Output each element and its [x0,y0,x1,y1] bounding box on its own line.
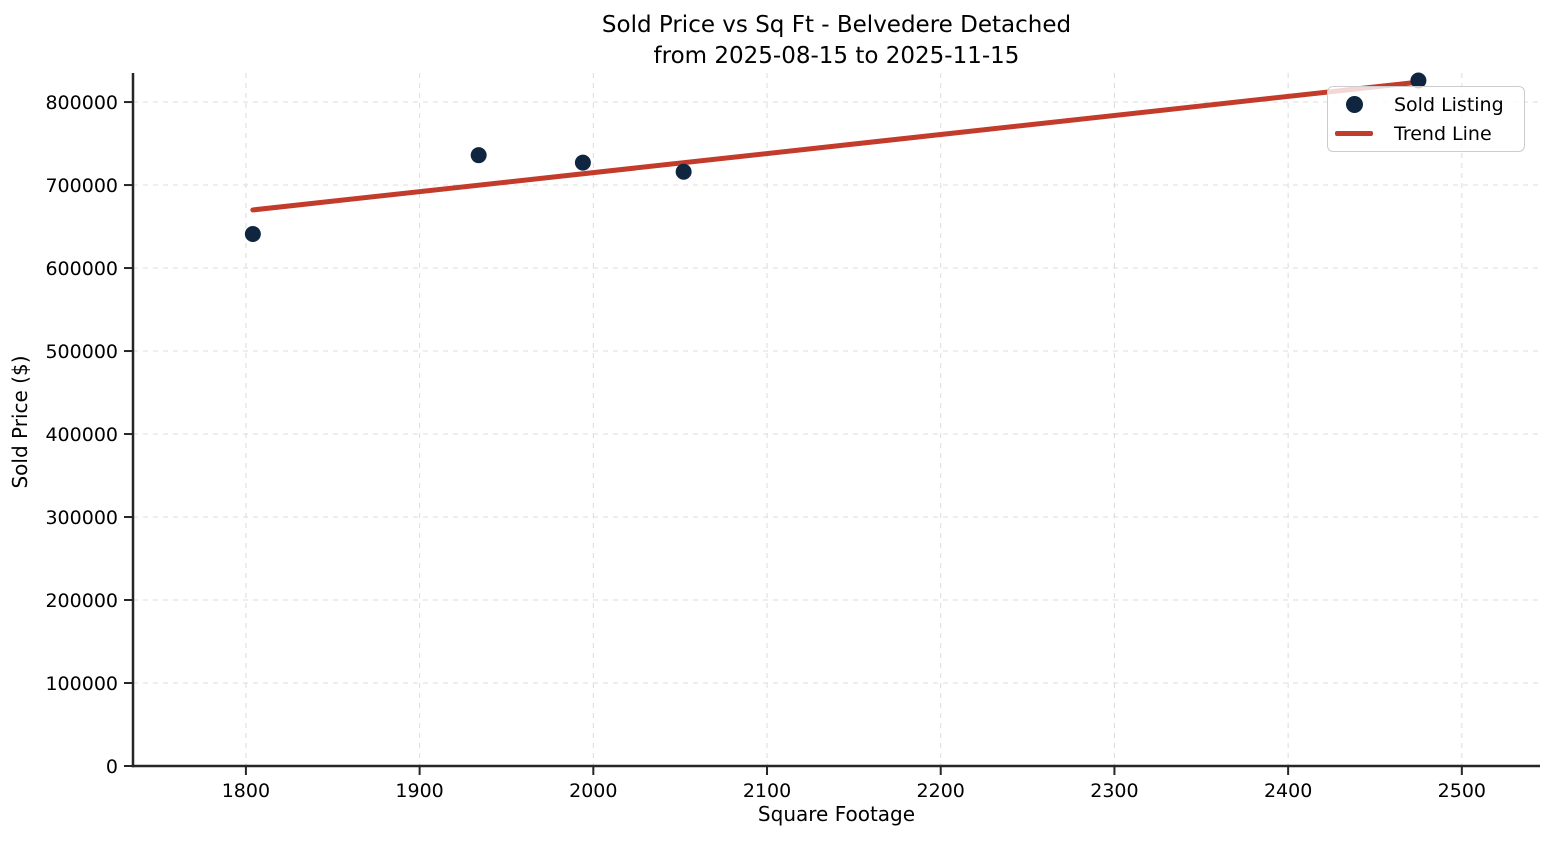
chart-title: Sold Price vs Sq Ft - Belvedere Detached… [133,10,1540,72]
x-tick-label: 1900 [395,780,443,802]
sold-listing-marker-icon [1334,96,1374,113]
chart-title-line2: from 2025-08-15 to 2025-11-15 [653,43,1020,69]
trend-line [250,79,1421,213]
x-tick-label: 2200 [917,780,965,802]
y-tick-label: 600000 [45,258,118,280]
x-tick-label: 2100 [743,780,791,802]
scatter-point [675,163,692,180]
y-tick-label: 300000 [45,507,118,529]
x-axis-label: Square Footage [757,802,916,826]
chart-title-line1: Sold Price vs Sq Ft - Belvedere Detached [601,12,1072,38]
scatter-point [1410,72,1427,89]
legend-item-trend-line: Trend Line [1328,119,1524,148]
x-tick-label: 2400 [1264,780,1312,802]
scatter-point [470,147,487,164]
y-tick-label: 800000 [45,92,118,114]
y-tick-label: 700000 [45,175,118,197]
x-tick-label: 2500 [1438,780,1486,802]
legend: Sold Listing Trend Line [1327,86,1525,152]
scatter-point [574,154,591,171]
y-axis-label: Sold Price ($) [8,355,32,489]
scatter-point [244,226,261,243]
x-tick-label: 2300 [1090,780,1138,802]
y-tick-label: 500000 [45,341,118,363]
y-tick-label: 200000 [45,590,118,612]
x-tick-label: 1800 [222,780,270,802]
legend-label: Sold Listing [1394,93,1504,116]
y-tick-label: 400000 [45,424,118,446]
legend-label: Trend Line [1394,122,1492,145]
trend-line-icon [1335,131,1373,136]
scatter-dot-icon [1345,96,1363,113]
y-tick-label: 0 [106,756,118,778]
trend-line-marker-icon [1334,131,1374,136]
x-tick-label: 2000 [569,780,617,802]
y-tick-label: 100000 [45,673,118,695]
legend-item-sold-listing: Sold Listing [1328,90,1524,119]
